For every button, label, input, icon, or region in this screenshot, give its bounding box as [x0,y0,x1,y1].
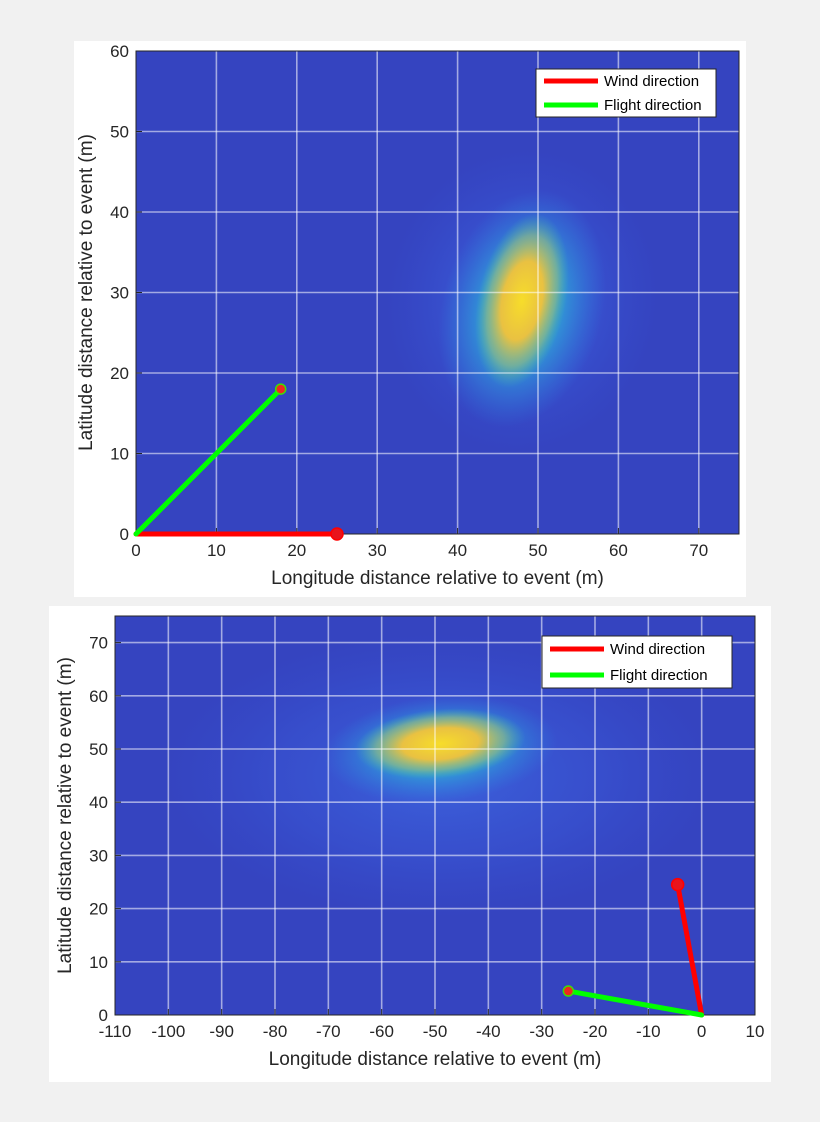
flight-direction-series [562,985,705,1018]
x-tick-label: 50 [529,541,548,560]
y-tick-label: 0 [99,1006,108,1025]
flight-direction-line [565,988,705,1018]
heatmap-chart-top: 0 10 20 30 40 50 60 70 0 10 20 30 40 50 60 Longitude di… [76,42,740,589]
y-tick-label: 10 [89,953,108,972]
y-tick-label: 30 [110,284,129,303]
legend-label-flight-direction: Flight direction [604,97,702,114]
x-tick-label: 20 [287,541,306,560]
y-tick-label: 50 [89,740,108,759]
wind-direction-series [670,877,705,1018]
legend-label-flight-direction: Flight direction [610,667,708,684]
y-tick-label: 10 [110,445,129,464]
x-axis-label: Longitude distance relative to event (m) [271,568,604,589]
flight-direction-endpoint [274,383,287,395]
x-tick-label: -20 [583,1022,608,1041]
x-axis-label: Longitude distance relative to event (m) [269,1049,602,1070]
y-tick-label: 50 [110,123,129,142]
y-tick-label: 70 [89,634,108,653]
y-axis-label: Latitude distance relative to event (m) [55,657,76,974]
x-tick-label: 60 [609,541,628,560]
wind-direction-line [675,882,705,1018]
wind-direction-endpoint [670,877,685,892]
legend: Wind direction Flight direction [541,635,733,689]
x-tick-label: 30 [368,541,387,560]
x-tick-label: -40 [476,1022,501,1041]
y-tick-label: 0 [120,525,129,544]
x-tick-label: -70 [316,1022,341,1041]
y-tick-label: 40 [110,203,129,222]
legend-label-wind-direction: Wind direction [610,641,705,658]
chart-panel-top: 0 10 20 30 40 50 60 70 0 10 20 30 40 50 60 Longitude di… [74,41,746,597]
x-tick-label: -100 [151,1022,185,1041]
x-tick-label: 0 [697,1022,706,1041]
legend-label-wind-direction: Wind direction [604,73,699,90]
x-tick-label: 40 [448,541,467,560]
y-tick-label: 60 [89,687,108,706]
heatmap-chart-bottom: -110 -100 -90 -80 -70 -60 -50 -40 -30 -20 -10 0 1001… [55,615,765,1070]
x-tick-label: -10 [636,1022,661,1041]
legend-box [535,68,717,118]
legend-box [541,635,733,689]
x-tick-label: 10 [207,541,226,560]
x-tick-label: 70 [689,541,708,560]
y-tick-label: 20 [110,364,129,383]
wind-direction-series [133,527,344,541]
legend: Wind direction Flight direction [535,68,717,118]
flight-direction-line [133,386,284,537]
x-tick-label: -80 [263,1022,288,1041]
x-tick-label: -60 [369,1022,394,1041]
grid-lines [115,616,755,1015]
y-axis-label: Latitude distance relative to event (m) [76,134,97,451]
y-tick-label: 30 [89,846,108,865]
x-tick-label: -110 [99,1022,132,1041]
heatmap-density [384,148,660,454]
heatmap-level-3 [355,708,526,779]
y-tick-label: 20 [89,900,108,919]
flight-direction-series [133,383,287,537]
x-tick-label: 0 [131,541,140,560]
x-tick-label: -90 [209,1022,234,1041]
heatmap-level-3 [474,213,569,388]
y-tick-label: 60 [110,42,129,61]
grid-lines [136,51,739,534]
chart-panel-bottom: -110 -100 -90 -80 -70 -60 -50 -40 -30 -20 -10 0 10 0 1… [49,606,771,1082]
x-tick-label: -50 [423,1022,448,1041]
x-tick-label: -30 [529,1022,554,1041]
flight-direction-endpoint [562,985,575,997]
y-tick-label: 40 [89,793,108,812]
x-tick-label: 10 [746,1022,765,1041]
wind-direction-endpoint [330,527,344,541]
